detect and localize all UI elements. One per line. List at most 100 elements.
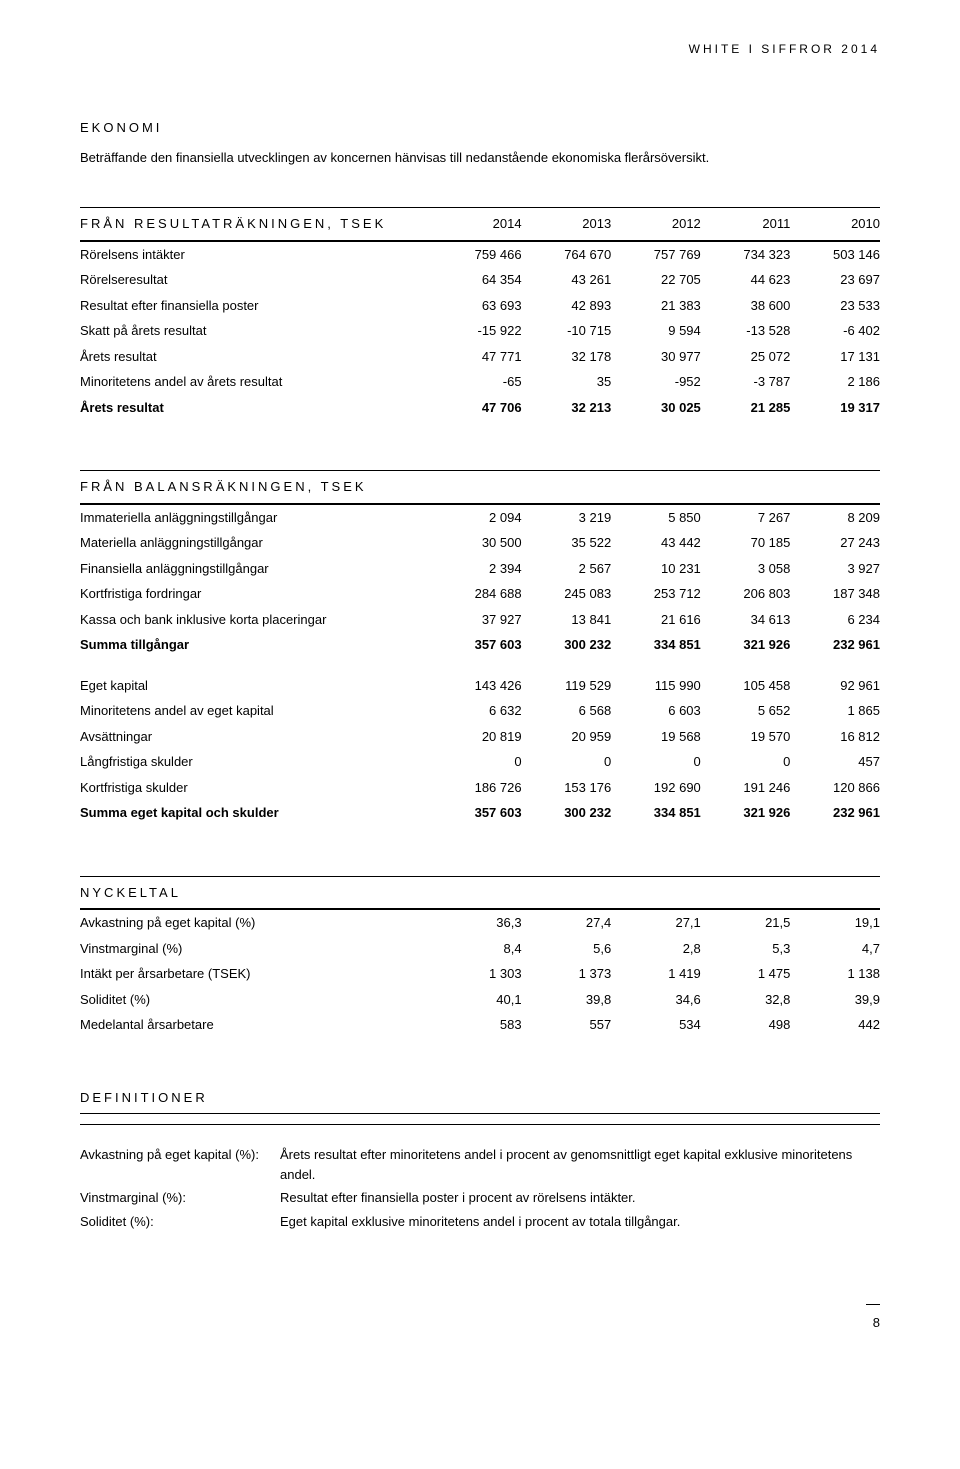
table-row: Årets resultat47 77132 17830 97725 07217… [80,344,880,370]
row-value: 1 419 [611,961,701,987]
row-value: 534 [611,1012,701,1038]
row-value: 1 475 [701,961,791,987]
row-value: 2 186 [790,369,880,395]
table-row: Vinstmarginal (%)8,45,62,85,34,7 [80,936,880,962]
row-value: 40,1 [432,987,522,1013]
row-label: Långfristiga skulder [80,749,432,775]
row-value: 36,3 [432,909,522,936]
row-value: 30 500 [432,530,522,556]
row-value: 30 977 [611,344,701,370]
row-value: 1 138 [790,961,880,987]
row-value: 0 [611,749,701,775]
row-label: Skatt på årets resultat [80,318,432,344]
row-value: 6 632 [432,698,522,724]
row-value: 0 [701,749,791,775]
row-value: 6 568 [522,698,612,724]
row-value: 2 094 [432,504,522,531]
table-row: Skatt på årets resultat-15 922-10 7159 5… [80,318,880,344]
table3-body: Avkastning på eget kapital (%)36,327,427… [80,909,880,1038]
page-number: 8 [873,1315,880,1330]
row-value: 1 303 [432,961,522,987]
row-value: 38 600 [701,293,791,319]
row-value: 64 354 [432,267,522,293]
definition-label: Avkastning på eget kapital (%): [80,1143,280,1186]
table-balans: FRÅN BALANSRÄKNINGEN, TSEK Immateriella … [80,470,880,826]
table-resultat: FRÅN RESULTATRÄKNINGEN, TSEK 2014 2013 2… [80,207,880,420]
running-header: WHITE I SIFFROR 2014 [80,40,880,58]
row-value: 498 [701,1012,791,1038]
row-value: 5 652 [701,698,791,724]
row-value: 557 [522,1012,612,1038]
row-value: 120 866 [790,775,880,801]
row-value: 457 [790,749,880,775]
row-value: 3 219 [522,504,612,531]
table-row: Kortfristiga skulder186 726153 176192 69… [80,775,880,801]
row-value: 34 613 [701,607,791,633]
row-value: 764 670 [522,241,612,268]
table-row: Avsättningar20 81920 95919 56819 57016 8… [80,724,880,750]
row-value: 19 568 [611,724,701,750]
row-value: 503 146 [790,241,880,268]
definition-row: Soliditet (%):Eget kapital exklusive min… [80,1210,880,1234]
row-label: Resultat efter finansiella poster [80,293,432,319]
table1-body: Rörelsens intäkter759 466764 670757 7697… [80,241,880,395]
row-value: 25 072 [701,344,791,370]
row-label: Immateriella anläggningstillgångar [80,504,432,531]
definition-label: Soliditet (%): [80,1210,280,1234]
row-value: 7 267 [701,504,791,531]
row-value: 284 688 [432,581,522,607]
table-row: Immateriella anläggningstillgångar2 0943… [80,504,880,531]
ekonomi-title: EKONOMI [80,118,880,138]
row-value: 2 394 [432,556,522,582]
table-row: Minoritetens andel av årets resultat-653… [80,369,880,395]
row-value: 35 522 [522,530,612,556]
table2-block2: Eget kapital143 426119 529115 990105 458… [80,658,880,801]
row-value: -6 402 [790,318,880,344]
row-value: 70 185 [701,530,791,556]
table3-heading: NYCKELTAL [80,876,880,909]
row-label: Eget kapital [80,658,432,699]
row-value: 206 803 [701,581,791,607]
row-value: 92 961 [790,658,880,699]
table2-block1: Immateriella anläggningstillgångar2 0943… [80,504,880,633]
table-row: Kortfristiga fordringar284 688245 083253… [80,581,880,607]
row-value: 13 841 [522,607,612,633]
row-label: Kortfristiga skulder [80,775,432,801]
row-value: 44 623 [701,267,791,293]
row-label: Materiella anläggningstillgångar [80,530,432,556]
row-value: 27,1 [611,909,701,936]
definition-text: Eget kapital exklusive minoritetens ande… [280,1210,880,1234]
row-label: Kassa och bank inklusive korta placering… [80,607,432,633]
row-value: -10 715 [522,318,612,344]
table2-total2: Summa eget kapital och skulder 357 60330… [80,800,880,826]
table-row: Rörelseresultat64 35443 26122 70544 6232… [80,267,880,293]
row-label: Soliditet (%) [80,987,432,1013]
row-value: 23 697 [790,267,880,293]
row-value: 583 [432,1012,522,1038]
row-value: 16 812 [790,724,880,750]
row-value: 34,6 [611,987,701,1013]
row-label: Vinstmarginal (%) [80,936,432,962]
row-value: 37 927 [432,607,522,633]
definitions-body: Avkastning på eget kapital (%):Årets res… [80,1143,880,1233]
col-year: 2014 [432,208,522,241]
ekonomi-intro: Beträffande den finansiella utvecklingen… [80,148,880,168]
row-value: 63 693 [432,293,522,319]
row-value: 22 705 [611,267,701,293]
page-number-block: 8 [80,1293,880,1332]
row-value: 35 [522,369,612,395]
row-value: 43 442 [611,530,701,556]
row-value: 253 712 [611,581,701,607]
col-year: 2010 [790,208,880,241]
row-label: Rörelsens intäkter [80,241,432,268]
row-value: 0 [522,749,612,775]
row-label: Kortfristiga fordringar [80,581,432,607]
row-value: 21,5 [701,909,791,936]
table-row: Kassa och bank inklusive korta placering… [80,607,880,633]
table-row: Intäkt per årsarbetare (TSEK)1 3031 3731… [80,961,880,987]
row-value: 245 083 [522,581,612,607]
table-row: Medelantal årsarbetare583557534498442 [80,1012,880,1038]
row-value: 119 529 [522,658,612,699]
row-value: 20 959 [522,724,612,750]
row-value: 6 603 [611,698,701,724]
